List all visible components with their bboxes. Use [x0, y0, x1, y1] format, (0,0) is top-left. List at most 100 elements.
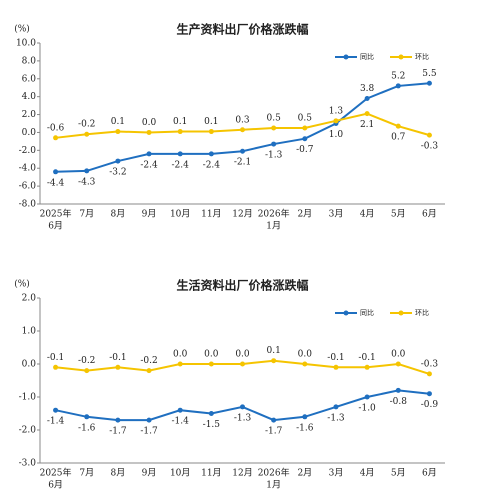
data-label: -2.4 — [203, 160, 221, 170]
data-label: -0.3 — [421, 142, 439, 152]
data-point — [395, 361, 401, 367]
legend-label: 同比 — [360, 52, 374, 61]
data-label: 0.0 — [391, 350, 406, 360]
data-label: -4.4 — [47, 178, 65, 188]
chart-title: 生活资料出厂价格涨跌幅 — [176, 278, 308, 293]
legend-label: 环比 — [415, 308, 429, 317]
y-tick-label: -2.0 — [19, 146, 37, 156]
x-tick-label: 10月 — [170, 209, 190, 220]
data-label: -0.6 — [47, 123, 65, 133]
x-tick-label: 1月 — [266, 221, 281, 232]
data-label: 1.0 — [329, 130, 344, 140]
x-tick-label: 2月 — [297, 209, 312, 220]
y-tick-label: 8.0 — [22, 56, 37, 66]
data-point — [333, 404, 339, 410]
x-tick-label: 6月 — [48, 480, 63, 491]
x-tick-label: 6月 — [422, 209, 437, 220]
data-point — [271, 125, 277, 131]
data-label: -0.1 — [109, 353, 126, 363]
data-label: -1.3 — [234, 413, 252, 423]
data-label: 0.5 — [266, 113, 281, 123]
data-point — [426, 80, 432, 86]
x-tick-label: 2026年 — [258, 467, 290, 479]
data-label: 0.3 — [235, 115, 250, 125]
data-label: 0.0 — [142, 118, 157, 128]
data-label: 0.1 — [111, 117, 125, 127]
x-tick-label: 8月 — [111, 209, 126, 220]
data-label: 5.5 — [422, 69, 437, 79]
data-label: -1.7 — [140, 427, 158, 437]
data-label: -1.3 — [265, 151, 283, 161]
x-tick-label: 2月 — [297, 468, 312, 479]
data-point — [146, 151, 152, 157]
data-label: -0.3 — [421, 359, 439, 369]
x-tick-label: 9月 — [142, 209, 157, 220]
x-tick-label: 7月 — [79, 468, 94, 479]
data-label: -0.8 — [390, 397, 408, 407]
data-point — [395, 83, 401, 89]
data-label: -2.4 — [172, 160, 190, 170]
data-point — [426, 371, 432, 377]
x-tick-label: 4月 — [360, 209, 375, 220]
legend-label: 同比 — [360, 308, 374, 317]
x-tick-label: 8月 — [111, 468, 126, 479]
data-label: -1.6 — [78, 423, 96, 433]
data-point — [53, 407, 59, 413]
data-point — [364, 394, 370, 400]
data-point — [302, 136, 308, 142]
x-tick-label: 3月 — [329, 209, 344, 220]
data-label: 0.0 — [173, 350, 188, 360]
x-tick-label: 2025年 — [40, 208, 72, 220]
y-tick-label: -3.0 — [19, 459, 37, 469]
legend-marker — [343, 310, 349, 316]
y-tick-label: 2.0 — [22, 294, 37, 304]
data-label: -1.0 — [358, 404, 376, 414]
y-tick-label: 1.0 — [22, 327, 37, 337]
y-tick-label: 4.0 — [22, 92, 37, 102]
y-tick-label: 0.0 — [22, 360, 37, 370]
x-tick-label: 12月 — [232, 468, 252, 479]
y-tick-label: 6.0 — [22, 74, 37, 84]
data-point — [271, 358, 277, 364]
data-label: 0.1 — [173, 117, 187, 127]
data-point — [115, 417, 121, 423]
chart-title: 生产资料出厂价格涨跌幅 — [176, 22, 308, 37]
legend-marker — [343, 54, 349, 60]
data-label: 2.1 — [360, 120, 374, 130]
data-label: -0.7 — [296, 145, 314, 155]
data-label: -0.1 — [358, 353, 375, 363]
data-point — [84, 131, 90, 137]
data-point — [271, 141, 277, 147]
data-point — [115, 158, 121, 164]
data-point — [333, 364, 339, 370]
data-label: 0.0 — [298, 350, 313, 360]
x-tick-label: 5月 — [391, 209, 406, 220]
legend-marker — [398, 54, 404, 60]
data-point — [53, 364, 59, 370]
y-tick-label: -1.0 — [19, 393, 37, 403]
legend-marker — [398, 310, 404, 316]
data-point — [177, 361, 183, 367]
x-tick-label: 2025年 — [40, 467, 72, 479]
data-point — [177, 151, 183, 157]
data-point — [240, 404, 245, 410]
data-point — [146, 417, 152, 423]
data-point — [426, 132, 432, 138]
x-tick-label: 2026年 — [258, 208, 290, 220]
data-point — [146, 368, 152, 374]
x-tick-label: 9月 — [142, 468, 157, 479]
x-tick-label: 7月 — [79, 209, 94, 220]
data-label: 0.5 — [298, 113, 313, 123]
x-tick-label: 1月 — [266, 480, 281, 491]
data-point — [208, 129, 214, 135]
data-point — [302, 414, 308, 420]
x-tick-label: 5月 — [391, 468, 406, 479]
data-label: -1.6 — [296, 423, 314, 433]
y-tick-label: -8.0 — [19, 200, 37, 210]
y-axis-label: (%) — [14, 24, 30, 35]
data-point — [364, 95, 370, 101]
data-label: -0.1 — [47, 353, 64, 363]
data-point — [115, 129, 121, 135]
data-point — [240, 361, 245, 367]
